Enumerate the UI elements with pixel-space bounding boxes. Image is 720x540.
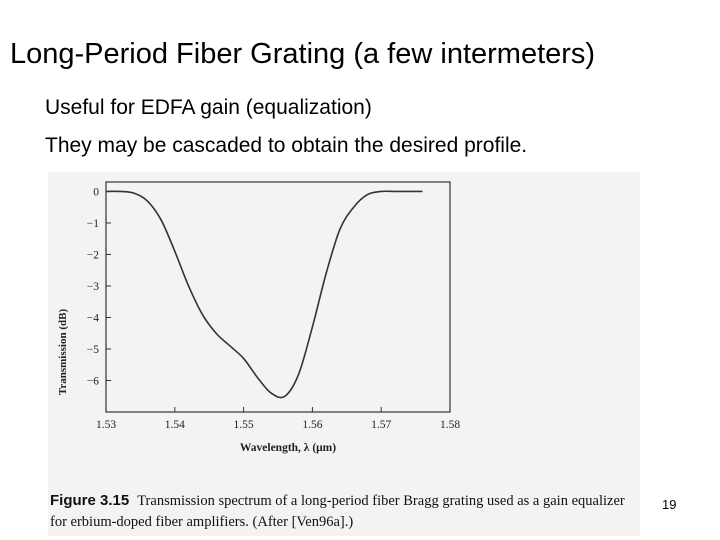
figure-caption: Figure 3.15 Transmission spectrum of a lo…: [50, 490, 640, 533]
x-tick-label: 1.55: [234, 419, 254, 431]
caption-text: Transmission spectrum of a long-period f…: [50, 493, 625, 530]
bullet-2: They may be cascaded to obtain the desir…: [45, 134, 528, 157]
slide-title: Long-Period Fiber Grating (a few interme…: [10, 38, 596, 70]
plot-frame: [105, 181, 451, 413]
y-tick-label: −4: [87, 312, 99, 324]
transmission-chart: 1.53 1.54 1.55 1.56 1.57 1.58 0 −1 −2 −3 −4 −5 −6: [87, 181, 460, 431]
y-tick-label: −1: [87, 218, 99, 230]
x-tick-label: 1.57: [371, 419, 391, 431]
figure-label: Figure 3.15: [50, 492, 130, 509]
slide-number: 19: [662, 497, 677, 512]
transmission-curve: [105, 190, 423, 399]
x-tick-label: 1.54: [165, 419, 185, 431]
figure-scan: 1.53 1.54 1.55 1.56 1.57 1.58 0 −1 −2 −3 −4 −5 −6 Tr…: [48, 172, 640, 536]
x-tick-label: 1.53: [96, 419, 116, 431]
y-tick-label: −6: [87, 375, 99, 387]
y-tick-label: 0: [93, 186, 99, 198]
x-tick-label: 1.56: [302, 419, 322, 431]
bullet-1: Useful for EDFA gain (equalization): [45, 96, 372, 119]
y-tick-label: −2: [87, 249, 99, 261]
y-tick-label: −3: [87, 281, 99, 293]
y-tick-label: −5: [87, 344, 99, 356]
y-axis-label: Transmission (dB): [57, 308, 69, 396]
x-tick-label: 1.58: [440, 419, 460, 431]
x-axis-label: Wavelength, λ (μm): [239, 442, 337, 454]
